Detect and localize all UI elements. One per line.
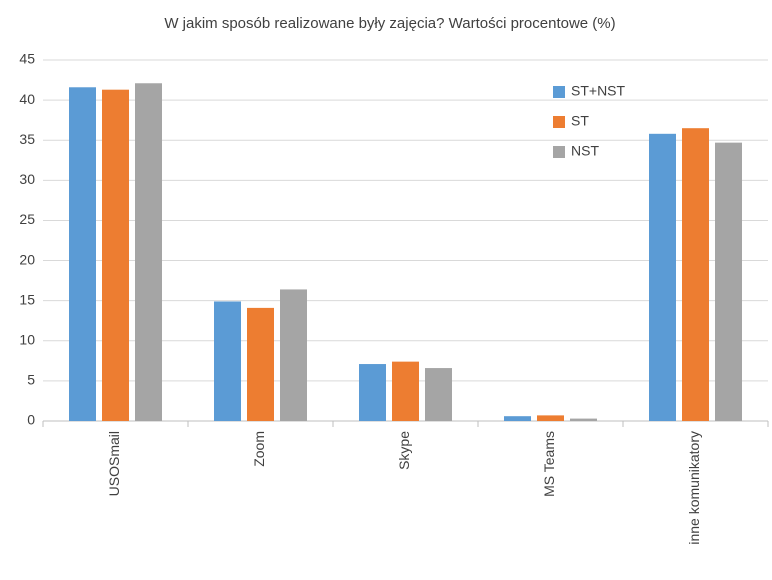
bar <box>537 415 564 421</box>
x-tick-label: Skype <box>396 431 412 470</box>
bar <box>570 418 597 421</box>
y-tick-label: 45 <box>19 51 35 67</box>
bar <box>682 128 709 421</box>
y-tick-label: 35 <box>19 131 35 147</box>
x-tick-label: MS Teams <box>541 431 557 497</box>
legend-label: ST <box>571 113 589 129</box>
chart-title: W jakim sposób realizowane były zajęcia?… <box>164 15 615 32</box>
bar <box>359 364 386 421</box>
x-tick-label: inne komunikatory <box>686 431 702 545</box>
bar <box>69 87 96 421</box>
y-tick-label: 15 <box>19 291 35 307</box>
bar <box>214 301 241 421</box>
legend-swatch <box>553 86 565 98</box>
legend-label: NST <box>571 143 599 159</box>
bar <box>392 361 419 421</box>
y-tick-label: 20 <box>19 251 35 267</box>
x-tick-label: USOSmail <box>106 431 122 496</box>
legend-swatch <box>553 116 565 128</box>
bar <box>425 368 452 421</box>
y-tick-label: 25 <box>19 211 35 227</box>
x-tick-label: Zoom <box>251 431 267 467</box>
legend-label: ST+NST <box>571 83 626 99</box>
bar <box>280 289 307 421</box>
y-tick-label: 0 <box>27 412 35 428</box>
bar <box>504 416 531 421</box>
y-tick-label: 30 <box>19 171 35 187</box>
y-tick-label: 40 <box>19 91 35 107</box>
y-tick-label: 10 <box>19 331 35 347</box>
bar <box>135 83 162 422</box>
legend-swatch <box>553 146 565 158</box>
bar <box>102 89 129 421</box>
bar <box>247 307 274 421</box>
bar <box>715 142 742 421</box>
y-tick-label: 5 <box>27 372 35 388</box>
bar <box>649 133 676 421</box>
